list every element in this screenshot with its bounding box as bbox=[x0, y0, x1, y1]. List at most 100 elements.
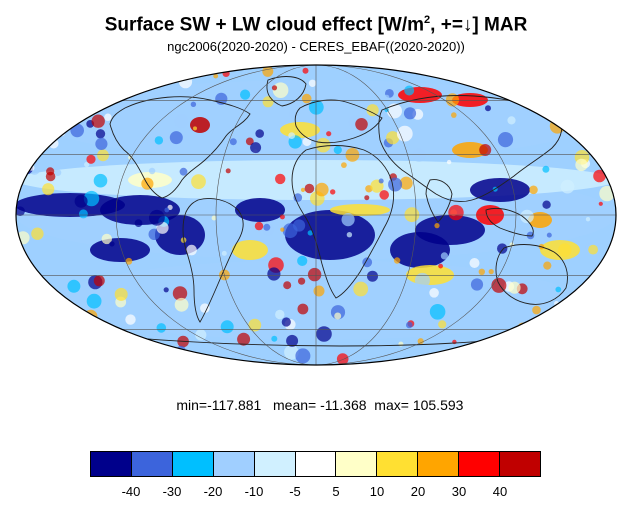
colorbar-tick-label: -10 bbox=[244, 484, 264, 499]
colorbar-swatch bbox=[91, 452, 132, 476]
coast-europe bbox=[294, 99, 383, 144]
map-subtitle: ngc2006(2020-2020) - CERES_EBAF((2020-20… bbox=[167, 39, 465, 54]
field-noise-cell bbox=[532, 305, 541, 315]
meridian-line bbox=[115, 65, 317, 365]
field-noise-cell bbox=[403, 107, 417, 120]
colorbar-tick-label: 30 bbox=[451, 484, 467, 499]
field-noise-cell bbox=[594, 117, 600, 123]
field-noise-cell bbox=[543, 261, 552, 270]
field-noise-cell bbox=[200, 303, 210, 314]
field-noise-cell bbox=[302, 67, 309, 74]
field-noise-cell bbox=[16, 350, 28, 362]
field-noise-cell bbox=[229, 138, 237, 146]
field-noise-cell bbox=[117, 76, 123, 82]
field-noise-cell bbox=[25, 137, 31, 143]
field-noise-cell bbox=[483, 70, 494, 80]
field-noise-cell bbox=[362, 257, 373, 268]
field-noise-cell bbox=[262, 96, 274, 108]
field-patch-positive bbox=[406, 265, 454, 285]
field-noise-cell bbox=[396, 125, 413, 142]
field-noise-cell bbox=[48, 138, 59, 149]
field-noise-cell bbox=[540, 342, 550, 352]
field-noise-cell bbox=[334, 312, 342, 320]
field-noise-cell bbox=[341, 213, 355, 227]
field-noise-cell bbox=[114, 287, 128, 301]
field-noise-cell bbox=[429, 288, 439, 298]
field-noise-cell bbox=[315, 137, 331, 153]
colorbar-swatch bbox=[500, 452, 540, 476]
globe-outline bbox=[15, 64, 617, 366]
field-noise-cell bbox=[25, 153, 38, 165]
field-noise-cell bbox=[516, 322, 531, 337]
field-noise-cell bbox=[116, 75, 132, 91]
field-noise-cell bbox=[404, 85, 415, 96]
field-noise-cell bbox=[307, 267, 322, 282]
field-noise-cell bbox=[93, 275, 105, 287]
title-rest: , +=↓] MAR bbox=[430, 14, 528, 36]
field-noise-cell bbox=[330, 342, 336, 348]
coast-south-america bbox=[182, 198, 244, 323]
field-noise-cell bbox=[378, 178, 384, 184]
field-noise-cell bbox=[86, 293, 102, 309]
field-noise-cell bbox=[112, 65, 126, 76]
field-noise-cell bbox=[379, 190, 390, 200]
field-noise-cell bbox=[95, 129, 106, 139]
field-noise-cell bbox=[109, 241, 115, 247]
field-noise-cell bbox=[336, 353, 349, 365]
field-noise-cell bbox=[59, 112, 65, 119]
field-noise-cell bbox=[134, 219, 143, 228]
field-noise-cell bbox=[174, 113, 189, 129]
field-patch-positive bbox=[232, 240, 268, 260]
field-noise-cell bbox=[341, 162, 347, 169]
field-noise-cell bbox=[186, 244, 197, 256]
field-noise-cell bbox=[169, 131, 183, 145]
field-noise-cell bbox=[250, 142, 262, 154]
field-noise-cell bbox=[37, 291, 54, 308]
field-noise-cell bbox=[542, 165, 550, 173]
colorbar-labels: -40 -30 -20 -10 -5 5 10 20 30 40 bbox=[90, 484, 541, 502]
field-noise-cell bbox=[179, 167, 188, 176]
field-noise-cell bbox=[154, 136, 164, 145]
field-noise-cell bbox=[560, 179, 575, 194]
field-noise-cell bbox=[104, 113, 112, 121]
field-noise-cell bbox=[149, 209, 165, 226]
field-noise-cell bbox=[222, 69, 230, 77]
field-noise-cell bbox=[190, 101, 197, 108]
title-main: Surface SW + LW cloud effect [W/m bbox=[104, 14, 425, 36]
field-noise-cell bbox=[393, 257, 401, 264]
field-noise-cell bbox=[355, 118, 368, 131]
coast-north-america bbox=[109, 96, 251, 199]
colorbar-tick-label: 20 bbox=[410, 484, 426, 499]
field-noise-cell bbox=[594, 353, 603, 361]
field-noise-cell bbox=[315, 182, 329, 197]
field-noise-cell bbox=[220, 320, 234, 334]
field-noise-cell bbox=[86, 154, 96, 164]
field-patch-positive bbox=[190, 117, 210, 133]
field-patch-strong-negative bbox=[90, 238, 150, 262]
field-noise-cell bbox=[297, 255, 308, 266]
field-noise-cell bbox=[513, 344, 522, 353]
colorbar-tick-label: -30 bbox=[162, 484, 182, 499]
field-noise-cell bbox=[78, 209, 88, 219]
field-noise-cell bbox=[579, 287, 586, 293]
field-noise-cell bbox=[281, 317, 291, 327]
field-noise-cell bbox=[346, 232, 353, 238]
field-noise-cell bbox=[304, 183, 315, 194]
field-noise-cell bbox=[275, 309, 285, 320]
field-noise-cell bbox=[97, 149, 109, 162]
field-noise-cell bbox=[485, 105, 491, 112]
field-noise-cell bbox=[286, 334, 299, 347]
field-noise-cell bbox=[101, 233, 113, 245]
field-noise-cell bbox=[271, 335, 278, 342]
field-noise-cell bbox=[267, 267, 281, 281]
field-noise-cell bbox=[300, 187, 306, 192]
field-noise-cell bbox=[213, 73, 219, 79]
field-noise-cell bbox=[497, 243, 508, 254]
field-noise-cell bbox=[326, 131, 332, 137]
field-noise-cell bbox=[84, 161, 90, 168]
field-noise-cell bbox=[366, 104, 379, 117]
field-noise-cell bbox=[507, 116, 516, 125]
field-noise-cell bbox=[148, 167, 156, 175]
field-noise-cell bbox=[284, 345, 299, 360]
